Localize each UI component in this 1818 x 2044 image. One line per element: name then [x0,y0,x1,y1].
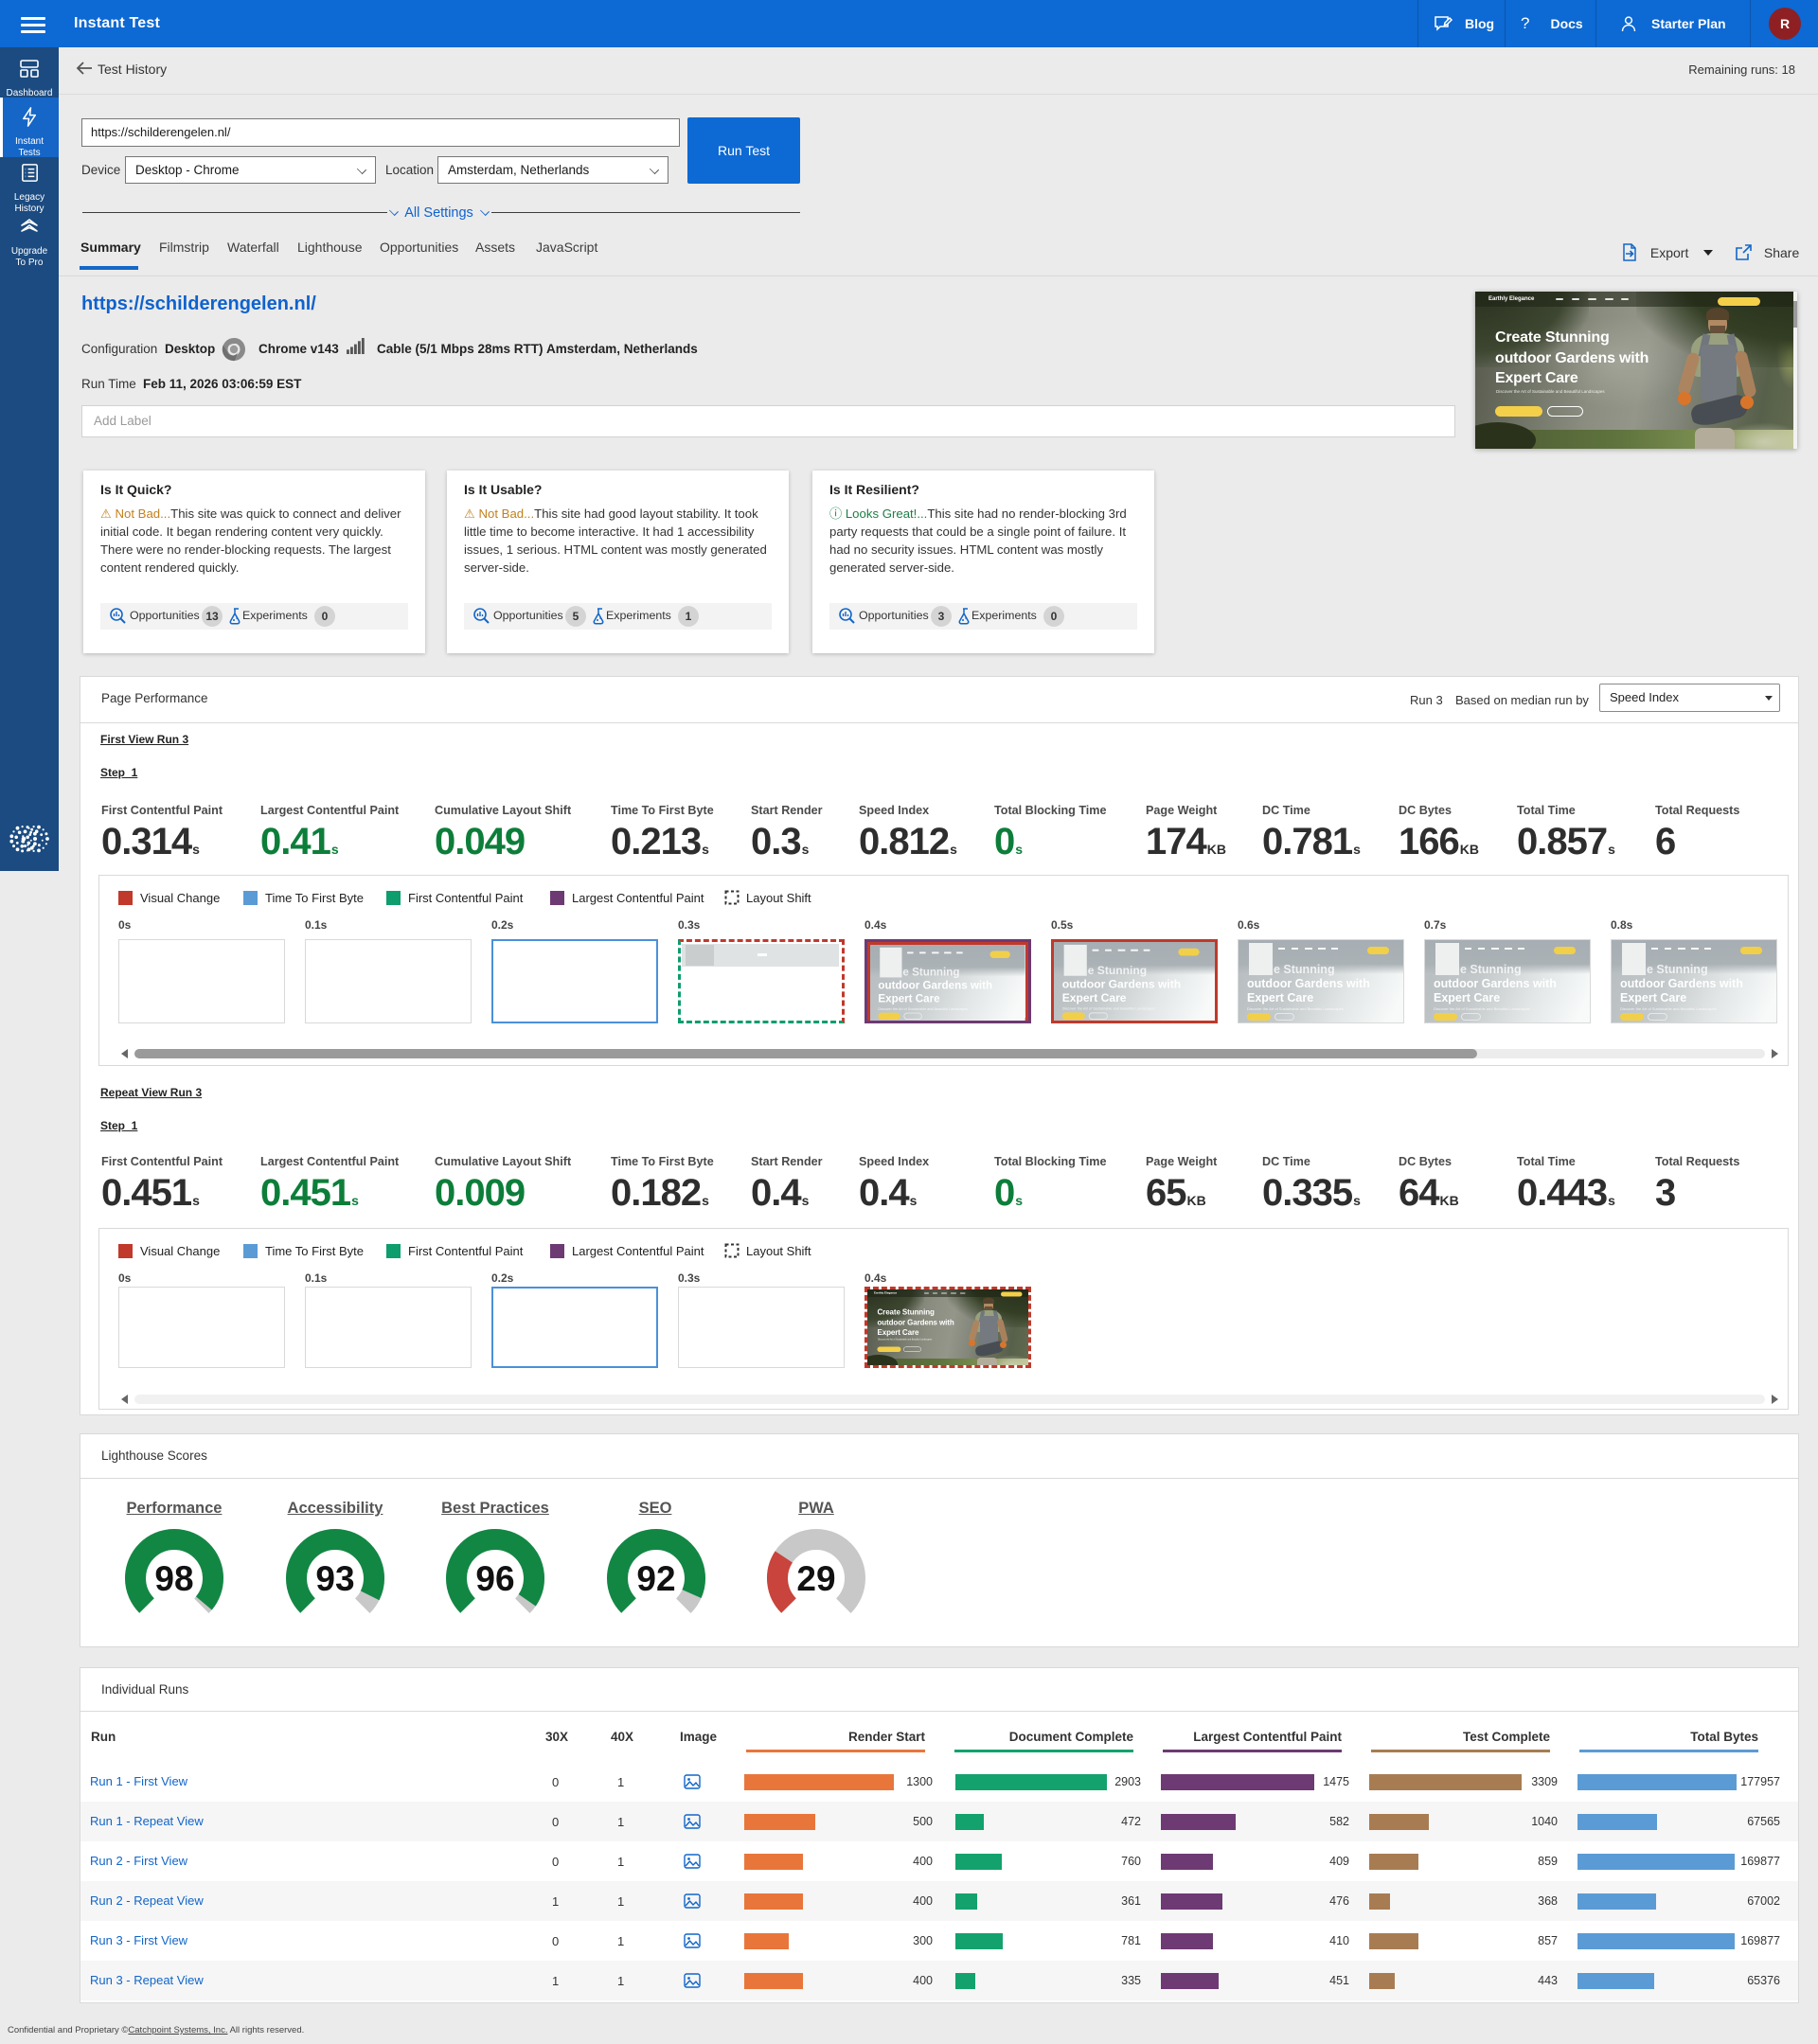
svg-text:92: 92 [636,1559,675,1598]
svg-text:98: 98 [154,1559,193,1598]
svg-text:29: 29 [796,1559,835,1598]
svg-text:93: 93 [315,1559,354,1598]
svg-text:96: 96 [475,1559,514,1598]
